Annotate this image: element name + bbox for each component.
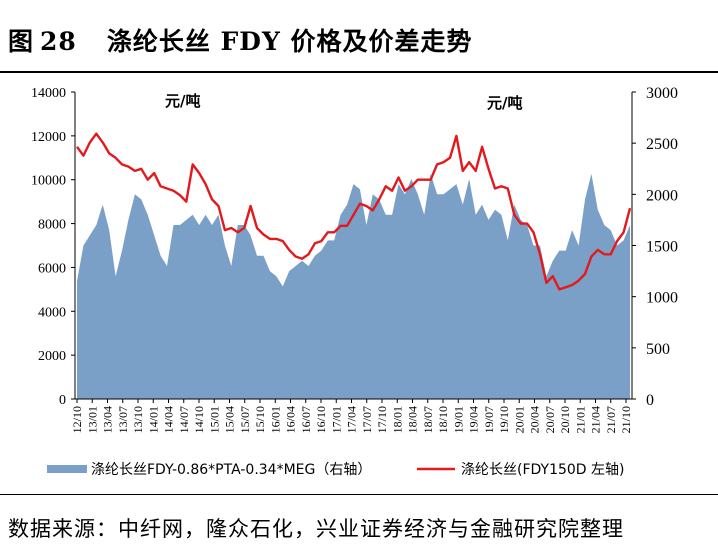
- right-tick-label: 2500: [646, 136, 678, 153]
- right-tick-label: 2000: [646, 187, 678, 204]
- x-tick-label: 13/10: [131, 406, 145, 433]
- left-tick-label: 12000: [31, 130, 66, 145]
- area-series-fdy-spread: [77, 173, 630, 399]
- right-tick-label: 500: [646, 341, 670, 358]
- x-tick-label: 15/04: [223, 406, 237, 433]
- right-tick-label: 1500: [646, 239, 678, 256]
- x-tick-label: 15/07: [238, 406, 252, 433]
- x-tick-label: 13/07: [116, 406, 130, 433]
- source-note: 数据来源：中纤网，隆众石化，兴业证券经济与金融研究院整理: [8, 517, 624, 541]
- source-rule: [0, 494, 718, 495]
- legend-label-line: 涤纶长丝(FDY150D 左轴): [461, 462, 625, 478]
- left-unit-label: 元/吨: [165, 92, 200, 110]
- figure-label: 图: [8, 27, 35, 56]
- x-tick-label: 16/04: [284, 406, 298, 433]
- left-tick-label: 4000: [38, 305, 66, 320]
- left-tick-label: 14000: [31, 86, 66, 101]
- x-tick-label: 14/07: [177, 406, 191, 433]
- x-tick-label: 15/10: [253, 406, 267, 433]
- x-tick-label: 17/10: [375, 406, 389, 433]
- x-tick-label: 20/04: [528, 406, 542, 433]
- x-tick-label: 18/10: [436, 406, 450, 433]
- left-tick-label: 8000: [38, 218, 66, 233]
- x-tick-label: 18/04: [406, 406, 420, 433]
- x-tick-label: 16/07: [299, 406, 313, 433]
- x-tick-label: 19/04: [467, 406, 481, 433]
- x-tick-label: 17/07: [360, 406, 374, 433]
- x-tick-label: 21/01: [573, 406, 587, 433]
- x-tick-label: 21/07: [604, 406, 618, 433]
- legend-label-area: 涤纶长丝FDY-0.86*PTA-0.34*MEG（右轴）: [91, 462, 371, 478]
- x-tick-label: 19/07: [482, 406, 496, 433]
- x-tick-label: 16/01: [268, 406, 282, 433]
- x-tick-label: 19/10: [497, 406, 511, 433]
- x-tick-label: 20/07: [543, 406, 557, 433]
- line-series-fdy150d: [76, 132, 632, 291]
- x-tick-label: 18/01: [390, 406, 404, 433]
- x-tick-label: 14/01: [146, 406, 160, 433]
- figure-number: 28: [40, 27, 77, 56]
- x-tick-label: 15/01: [207, 406, 221, 433]
- x-tick-label: 13/01: [85, 406, 99, 433]
- x-tick-label: 20/01: [512, 406, 526, 433]
- x-tick-label: 18/07: [421, 406, 435, 433]
- right-tick-label: 0: [646, 392, 654, 409]
- x-tick-label: 13/04: [101, 406, 115, 433]
- title-rule: [0, 71, 718, 73]
- x-tick-label: 19/01: [451, 406, 465, 433]
- x-tick-label: 21/10: [619, 406, 633, 433]
- figure-title-text: 涤纶长丝 FDY 价格及价差走势: [106, 27, 473, 56]
- right-unit-label: 元/吨: [487, 94, 522, 112]
- left-tick-label: 10000: [31, 174, 66, 189]
- right-tick-label: 3000: [646, 85, 678, 102]
- x-tick-label: 14/10: [192, 406, 206, 433]
- x-tick-label: 14/04: [162, 406, 176, 433]
- x-tick-label: 21/04: [589, 406, 603, 433]
- x-tick-label: 12/10: [70, 406, 84, 433]
- x-tick-label: 20/10: [558, 406, 572, 433]
- left-tick-label: 0: [59, 393, 66, 408]
- x-tick-label: 17/04: [345, 406, 359, 433]
- x-tick-label: 16/10: [314, 406, 328, 433]
- left-tick-label: 6000: [38, 261, 66, 276]
- left-tick-label: 2000: [38, 349, 66, 364]
- x-tick-label: 17/01: [329, 406, 343, 433]
- figure-title: 图 28 涤纶长丝 FDY 价格及价差走势: [8, 22, 473, 58]
- right-tick-label: 1000: [646, 290, 678, 307]
- chart: 0 2000 4000 6000 8000 10000 12000 14000 0 500 1000…: [31, 85, 678, 478]
- legend-swatch-area: [47, 465, 87, 473]
